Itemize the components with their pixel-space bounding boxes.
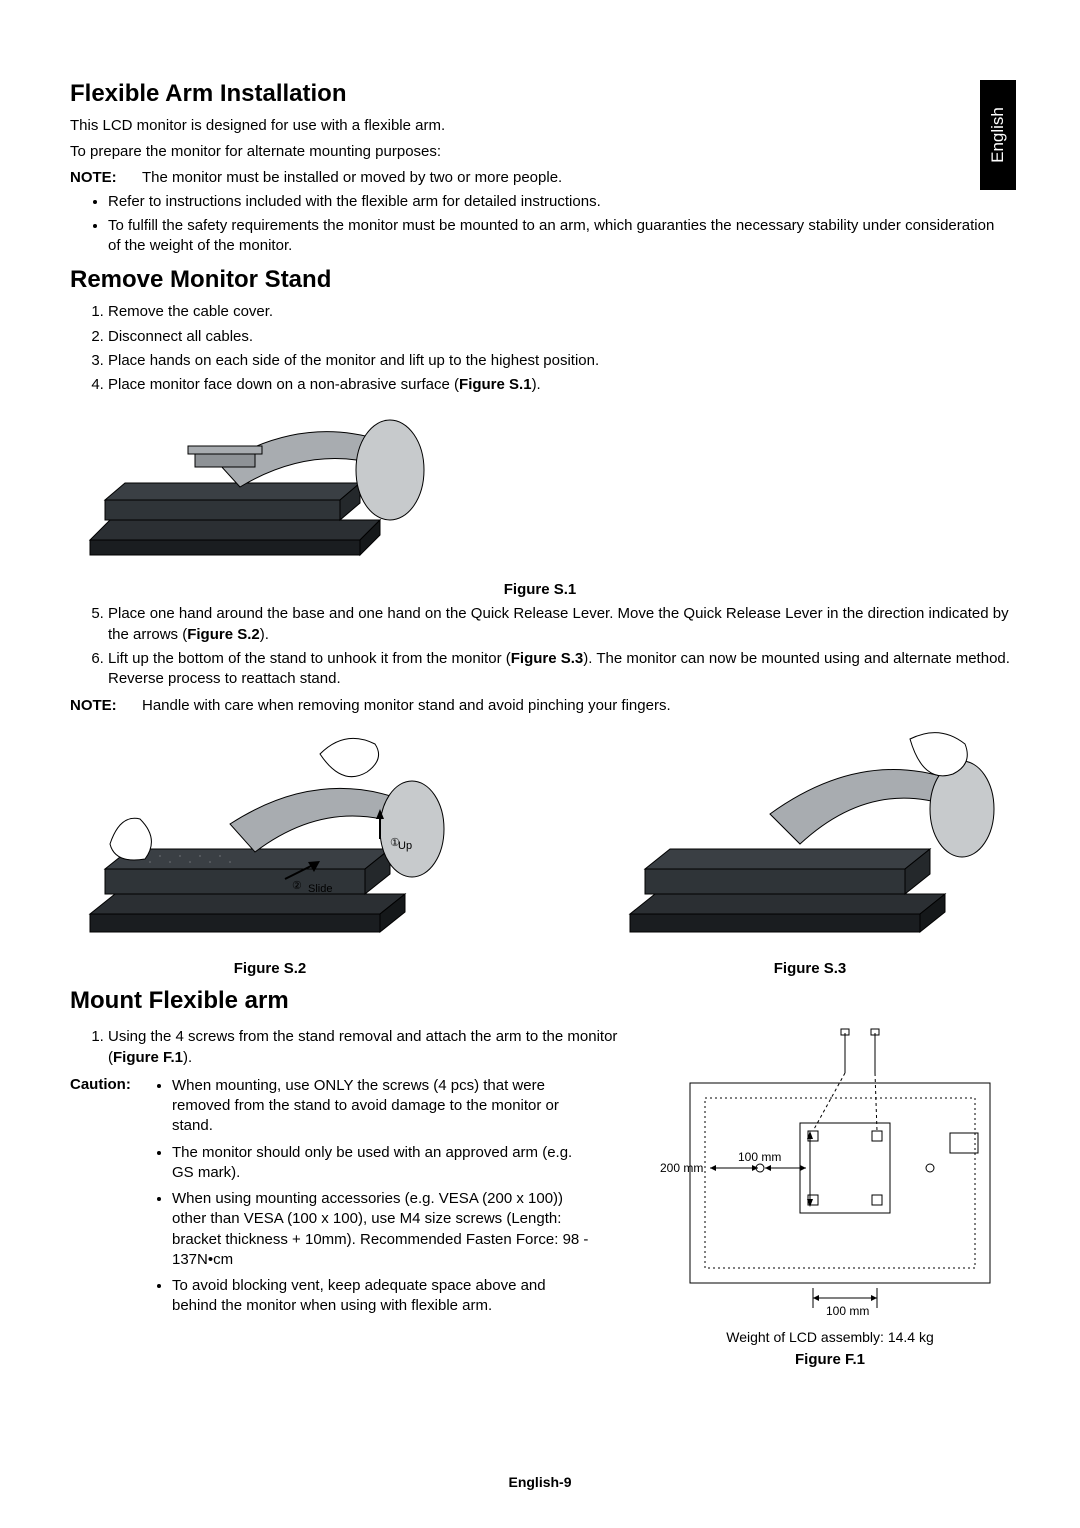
caution-bullet-3: When using mounting accessories (e.g. VE…	[172, 1189, 592, 1270]
page-footer: English-9	[0, 1474, 1080, 1490]
figure-s3-caption: Figure S.3	[610, 960, 1010, 977]
annot-marker-2: ②	[292, 880, 302, 892]
note2-text: Handle with care when removing monitor s…	[142, 697, 671, 714]
section2-note2: NOTE: Handle with care when removing mon…	[70, 697, 1010, 714]
figure-s1-caption: Figure S.1	[70, 581, 1010, 598]
caution-block: Caution: When mounting, use ONLY the scr…	[70, 1076, 630, 1323]
figure-f1: 200 mm 100 mm 100 mm Weight	[650, 1023, 1010, 1368]
figure-f1-svg: 200 mm 100 mm 100 mm	[650, 1023, 1010, 1323]
section2-step-4: Place monitor face down on a non-abrasiv…	[108, 375, 1010, 395]
language-tab-label: English	[988, 107, 1008, 163]
section3-step-1: Using the 4 screws from the stand remova…	[108, 1027, 630, 1068]
figure-s2-svg: ① ② Up Slide	[70, 724, 470, 954]
dim-100mm-b: 100 mm	[826, 1304, 869, 1318]
annot-up: Up	[398, 840, 412, 852]
section2-step-6: Lift up the bottom of the stand to unhoo…	[108, 649, 1010, 690]
weight-label: Weight of LCD assembly: 14.4 kg	[650, 1329, 1010, 1345]
caution-bullets: When mounting, use ONLY the screws (4 pc…	[150, 1076, 592, 1323]
section2-step-1: Remove the cable cover.	[108, 302, 1010, 322]
section2-step-2: Disconnect all cables.	[108, 327, 1010, 347]
section1-bullets: Refer to instructions included with the …	[70, 192, 1010, 257]
section2-steps-part2: Place one hand around the base and one h…	[70, 604, 1010, 689]
figure-s1: Figure S.1	[70, 405, 1010, 598]
caution-bullet-1: When mounting, use ONLY the screws (4 pc…	[172, 1076, 592, 1137]
figure-s3: Figure S.3	[610, 724, 1010, 977]
caution-bullet-4: To avoid blocking vent, keep adequate sp…	[172, 1276, 592, 1317]
caution-bullet-2: The monitor should only be used with an …	[172, 1143, 592, 1184]
section-heading-flexible-arm: Flexible Arm Installation	[70, 80, 1010, 108]
note-text: The monitor must be installed or moved b…	[142, 169, 562, 186]
annot-slide: Slide	[308, 883, 332, 895]
section1-bullet-1: Refer to instructions included with the …	[108, 192, 1010, 212]
figure-s3-svg	[610, 724, 1010, 954]
section2-step-5: Place one hand around the base and one h…	[108, 604, 1010, 645]
section1-para1: This LCD monitor is designed for use wit…	[70, 116, 1010, 136]
section1-note: NOTE: The monitor must be installed or m…	[70, 169, 1010, 186]
note-label: NOTE:	[70, 169, 142, 186]
section-heading-mount-arm: Mount Flexible arm	[70, 987, 1010, 1015]
section2-steps-part1: Remove the cable cover. Disconnect all c…	[70, 302, 1010, 395]
note2-label: NOTE:	[70, 697, 142, 714]
figure-s1-svg	[70, 405, 450, 575]
section1-para2: To prepare the monitor for alternate mou…	[70, 142, 1010, 162]
dim-100mm-a: 100 mm	[738, 1150, 781, 1164]
figure-s2-caption: Figure S.2	[70, 960, 470, 977]
caution-label: Caution:	[70, 1076, 150, 1323]
section2-step-3: Place hands on each side of the monitor …	[108, 351, 1010, 371]
section-heading-remove-stand: Remove Monitor Stand	[70, 266, 1010, 294]
section3-steps: Using the 4 screws from the stand remova…	[70, 1027, 630, 1068]
figure-f1-caption: Figure F.1	[650, 1351, 1010, 1368]
section1-bullet-2: To fulfill the safety requirements the m…	[108, 216, 1010, 257]
dim-200mm: 200 mm	[660, 1161, 703, 1175]
language-tab: English	[980, 80, 1016, 190]
figure-s2: ① ② Up Slide Figure S.2	[70, 724, 470, 977]
